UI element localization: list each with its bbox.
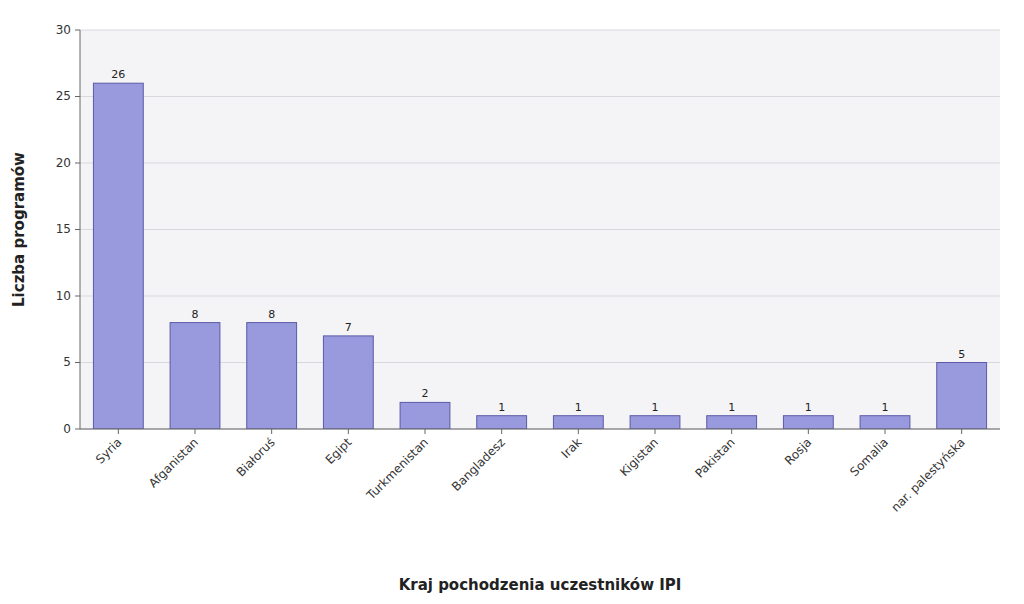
data-label: 5	[958, 348, 965, 361]
x-tick	[731, 429, 732, 434]
bar	[860, 416, 910, 429]
bar	[400, 402, 450, 429]
data-label: 1	[882, 401, 889, 414]
y-axis-label: Liczba programów	[10, 152, 28, 307]
bar	[937, 363, 987, 430]
bar	[323, 336, 373, 429]
data-labels: 26 8 8 7 2 1 1 1 1 1 1 5	[111, 68, 965, 414]
x-tick-label: Egipt	[323, 435, 355, 467]
y-tick	[75, 96, 80, 97]
grid-line	[80, 96, 1000, 97]
data-label: 1	[728, 401, 735, 414]
y-tick	[75, 163, 80, 164]
x-tick	[961, 429, 962, 434]
data-label: 26	[111, 68, 125, 81]
chart-container: 0510152025302688721111115SyriaAfganistan…	[0, 0, 1024, 604]
data-label: 7	[345, 321, 352, 334]
bar	[477, 416, 527, 429]
y-tick	[75, 229, 80, 230]
bars	[93, 83, 986, 429]
y-tick-label: 20	[56, 156, 71, 170]
x-tick-label: Rosja	[782, 435, 815, 468]
data-label: 1	[498, 401, 505, 414]
x-tick	[655, 429, 656, 434]
x-tick-label: Turkmenistan	[363, 435, 431, 503]
bar	[783, 416, 833, 429]
x-tick-label: Irak	[558, 435, 584, 461]
y-tick-label: 25	[56, 89, 71, 103]
x-tick	[501, 429, 502, 434]
data-label: 1	[575, 401, 582, 414]
x-tick-label: Afganistan	[146, 435, 201, 490]
x-ticks: Syria Afganistan Białoruś EgiptTurkmenistan…	[93, 429, 968, 515]
x-tick	[425, 429, 426, 434]
bar	[553, 416, 603, 429]
x-tick	[348, 429, 349, 434]
y-tick	[75, 362, 80, 363]
x-tick-label: Bangladesz	[449, 435, 508, 494]
x-tick-label: Somalia	[847, 435, 891, 479]
bar	[170, 323, 220, 429]
x-tick-label: Syria	[93, 435, 124, 466]
y-tick-label: 30	[56, 23, 71, 37]
data-label: 8	[268, 308, 275, 321]
x-tick-label: Białoruś	[234, 435, 278, 479]
y-tick	[75, 30, 80, 31]
data-label: 1	[805, 401, 812, 414]
y-tick-label: 15	[56, 222, 71, 236]
data-label: 2	[422, 387, 429, 400]
x-tick-label: Pakistan	[692, 435, 737, 480]
data-label: 1	[652, 401, 659, 414]
y-tick-label: 10	[56, 289, 71, 303]
y-tick	[75, 296, 80, 297]
y-tick-label: 0	[63, 422, 71, 436]
grid-line	[80, 429, 1000, 430]
y-grid	[80, 30, 1000, 429]
y-axis-line	[80, 30, 81, 429]
y-tick-label: 5	[63, 355, 71, 369]
x-tick	[578, 429, 579, 434]
y-tick	[75, 429, 80, 430]
x-axis-line	[80, 429, 1000, 430]
grid-line	[80, 229, 1000, 230]
x-tick-label: nar. palestyńska	[889, 435, 968, 514]
bar	[630, 416, 680, 429]
y-ticks: 0 5 10 15 20 25 30	[56, 23, 80, 436]
plot-background	[80, 30, 1000, 429]
bar	[247, 323, 297, 429]
bar	[93, 83, 143, 429]
x-tick-label: Kigistan	[617, 435, 661, 479]
x-tick	[808, 429, 809, 434]
grid-line	[80, 30, 1000, 31]
bar	[707, 416, 757, 429]
x-tick	[885, 429, 886, 434]
chart-svg: 0510152025302688721111115SyriaAfganistan…	[0, 0, 1024, 604]
grid-line	[80, 163, 1000, 164]
x-tick	[118, 429, 119, 434]
data-label: 8	[192, 308, 199, 321]
x-axis-label: Kraj pochodzenia uczestników IPI	[399, 576, 682, 594]
x-tick	[195, 429, 196, 434]
grid-line	[80, 296, 1000, 297]
x-tick	[271, 429, 272, 434]
